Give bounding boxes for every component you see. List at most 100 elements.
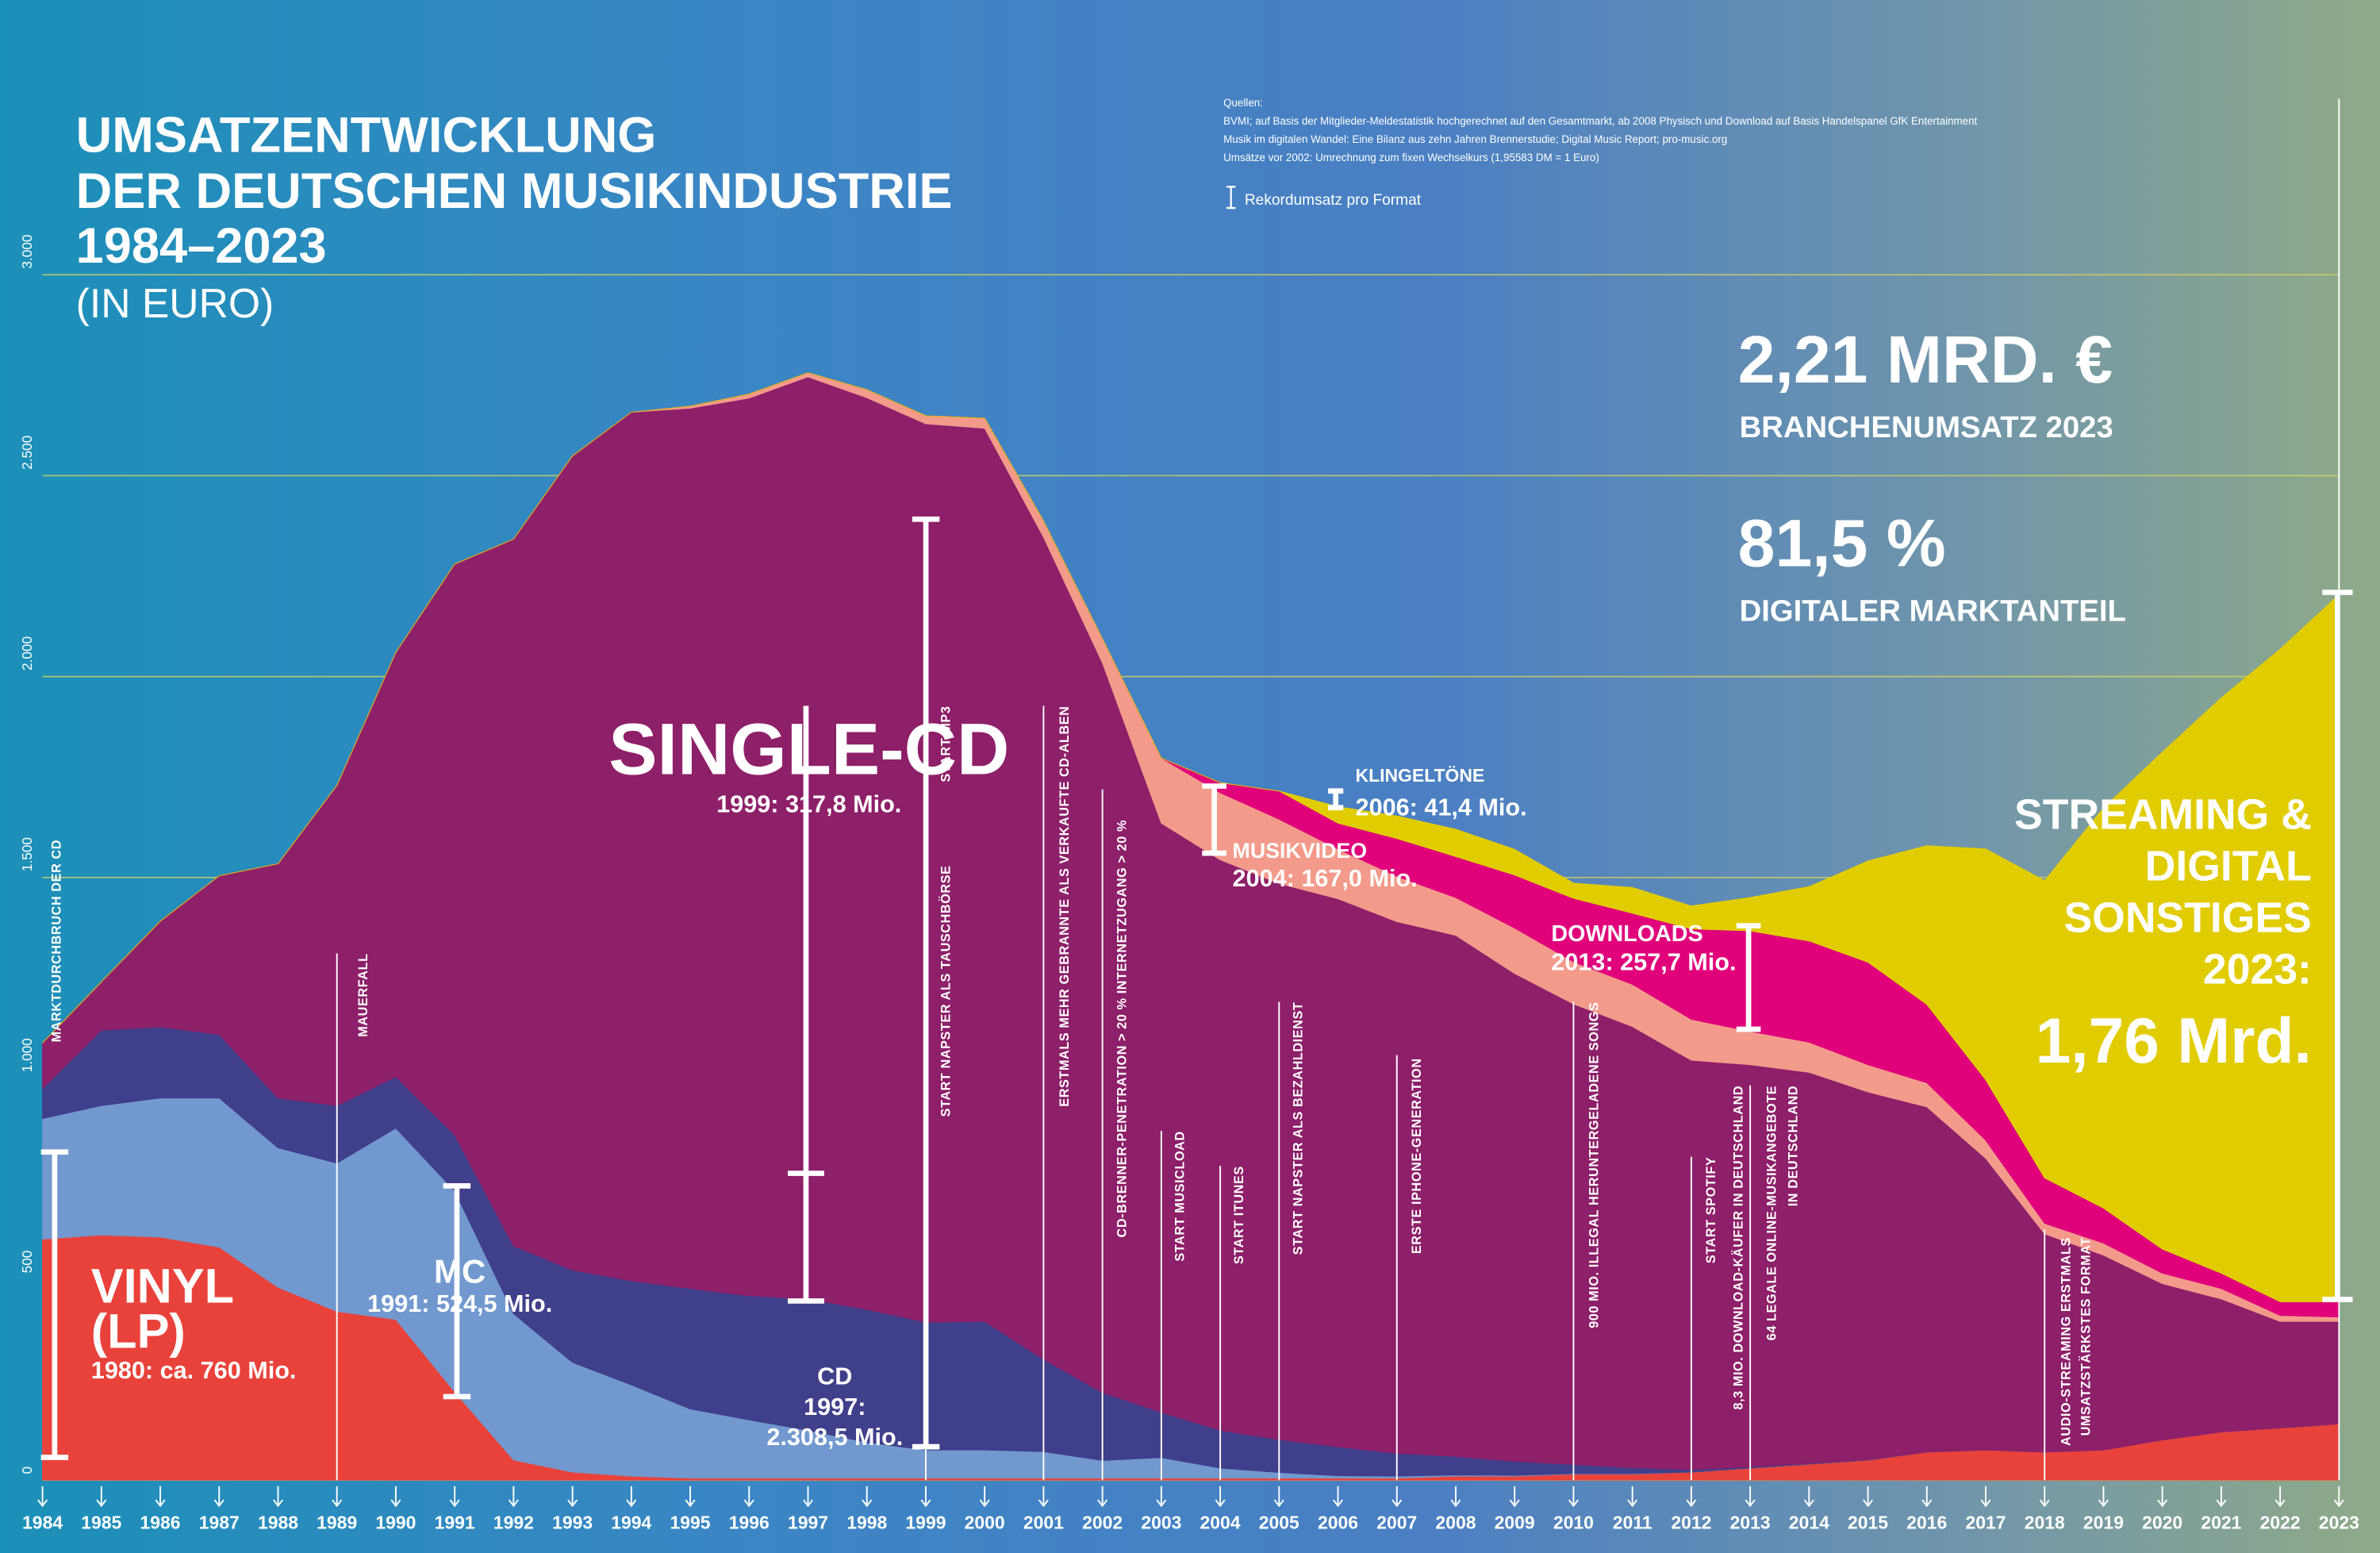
x-tick <box>1568 1486 1579 1508</box>
x-tick <box>802 1486 813 1508</box>
record-label: 2004: 167,0 Mio. <box>1233 865 1418 892</box>
x-tick-label: 2022 <box>2260 1512 2301 1532</box>
x-tick <box>1333 1486 1344 1508</box>
text-line: MUSIKVIDEO <box>1233 839 1368 863</box>
subtitle: (IN EURO) <box>76 280 274 326</box>
text-line: 2004: 167,0 Mio. <box>1233 865 1418 892</box>
x-tick-label: 2001 <box>1023 1512 1064 1532</box>
x-tick-label: 1999 <box>905 1512 946 1532</box>
title-line: DER DEUTSCHEN MUSIKINDUSTRIE <box>76 163 953 219</box>
x-tick <box>1215 1486 1226 1508</box>
event-text: AUDIO-STREAMING ERSTMALS <box>2059 1237 2074 1446</box>
x-tick-label: 1990 <box>375 1512 416 1532</box>
x-tick-label: 1995 <box>670 1512 711 1532</box>
x-tick-label: 2003 <box>1141 1512 1181 1532</box>
y-tick-label: 0 <box>19 1467 35 1474</box>
y-tick-label: 3.000 <box>19 235 35 269</box>
record-bracket <box>2322 590 2353 1302</box>
x-tick <box>2274 1486 2286 1508</box>
text-line: 2013: 257,7 Mio. <box>1551 948 1736 975</box>
x-tick-label: 2006 <box>1318 1512 1358 1532</box>
source-line: Umsätze vor 2002: Umrechnung zum fixen W… <box>1223 152 1599 163</box>
text-line: 1997: <box>804 1393 866 1420</box>
record-bracket <box>1328 788 1344 811</box>
areas <box>42 372 2340 1481</box>
record-name: MC <box>434 1252 486 1290</box>
y-tick-label: 2.000 <box>19 636 35 671</box>
x-tick <box>1921 1486 1933 1508</box>
record-label: 2023: 1,76 Mrd. <box>2036 947 2312 1077</box>
x-tick-label: 2004 <box>1200 1512 1241 1532</box>
x-tick <box>979 1486 990 1508</box>
record-name: MUSIKVIDEO <box>1233 839 1368 863</box>
x-tick-label: 1989 <box>317 1512 357 1532</box>
text-line: 1,76 Mrd. <box>2036 1005 2312 1077</box>
stat-label: BRANCHENUMSATZ 2023 <box>1740 410 2113 444</box>
x-tick-label: 2015 <box>1848 1512 1888 1532</box>
stat-label: DIGITALER MARKTANTEIL <box>1740 594 2126 628</box>
record-name: VINYL (LP) <box>91 1259 234 1358</box>
x-tick <box>37 1486 48 1508</box>
x-tick-label: 2000 <box>965 1512 1005 1532</box>
x-tick-label: 1991 <box>435 1512 475 1532</box>
x-tick-label: 2007 <box>1376 1512 1417 1532</box>
text-line: SINGLE-CD <box>608 709 1009 790</box>
x-tick <box>96 1486 107 1508</box>
event-text: ERSTE IPHONE-GENERATION <box>1410 1058 1424 1254</box>
event-text: MAUERFALL <box>356 953 370 1036</box>
event-text: START NAPSTER ALS BEZAHLDIENST <box>1292 1002 1306 1255</box>
record-bracket <box>40 1149 69 1460</box>
x-tick <box>272 1486 283 1508</box>
record-name: SINGLE-CD <box>608 709 1009 790</box>
axes: 0 500 1.000 1.500 2.000 2.500 3.000 1984 1985 198… <box>19 235 2359 1533</box>
record-name: KLINGELTÖNE <box>1356 765 1485 786</box>
title-line: UMSATZENTWICKLUNG <box>76 107 657 163</box>
event-text: START NAPSTER ALS TAUSCHBÖRSE <box>939 865 954 1117</box>
text-line: 2023: <box>2203 947 2312 994</box>
y-tick-label: 1.000 <box>19 1038 35 1072</box>
x-tick-label: 2008 <box>1435 1512 1476 1532</box>
record-bracket <box>1736 923 1761 1032</box>
stat-value: 81,5 % <box>1738 506 1946 581</box>
event-text: MARKTDURCHBRUCH DER CD <box>50 840 64 1042</box>
x-tick-label: 2014 <box>1789 1512 1829 1532</box>
source-line: Musik im digitalen Wandel: Eine Bilanz a… <box>1223 133 1727 145</box>
source-line: Quellen: <box>1223 97 1263 109</box>
x-tick <box>1097 1486 1108 1508</box>
x-tick-label: 2010 <box>1553 1512 1594 1532</box>
x-tick <box>1745 1486 1756 1508</box>
y-tick-label: 1.500 <box>19 837 35 871</box>
event-text: IN DEUTSCHLAND <box>1786 1086 1800 1206</box>
x-tick <box>1803 1486 1814 1508</box>
x-tick-label: 1987 <box>199 1512 240 1532</box>
x-tick-label: 1986 <box>140 1512 181 1532</box>
event-text: ERSTMALS MEHR GEBRANNTE ALS VERKAUFTE CD… <box>1058 706 1072 1107</box>
x-tick <box>2157 1486 2168 1508</box>
record-label: 2013: 257,7 Mio. <box>1551 948 1736 975</box>
x-tick-label: 2017 <box>1965 1512 2006 1532</box>
x-tick <box>332 1486 343 1508</box>
x-tick-label: 1992 <box>493 1512 534 1532</box>
event-text: UMSATZSTÄRKSTES FORMAT <box>2079 1237 2094 1436</box>
record-name: CD <box>817 1363 852 1390</box>
x-tick-label: 1994 <box>611 1512 651 1532</box>
x-tick-label: 2020 <box>2142 1512 2182 1532</box>
x-tick-label: 2023 <box>2319 1512 2359 1532</box>
x-tick <box>213 1486 225 1508</box>
record-label: 1991: 524,5 Mio. <box>367 1290 552 1317</box>
y-tick-label: 2.500 <box>19 436 35 470</box>
record-bracket <box>1202 783 1226 856</box>
stat-value: 2,21 MRD. € <box>1738 322 2113 397</box>
x-tick <box>685 1486 696 1508</box>
x-tick <box>920 1486 931 1508</box>
x-tick-label: 2002 <box>1082 1512 1123 1532</box>
x-tick <box>390 1486 401 1508</box>
event-text: 64 LEGALE ONLINE-MUSIKANGEBOTE <box>1765 1086 1779 1340</box>
x-tick-label: 2016 <box>1906 1512 1947 1532</box>
x-tick-label: 1997 <box>788 1512 828 1532</box>
x-tick <box>862 1486 873 1508</box>
x-tick-label: 2019 <box>2083 1512 2124 1532</box>
